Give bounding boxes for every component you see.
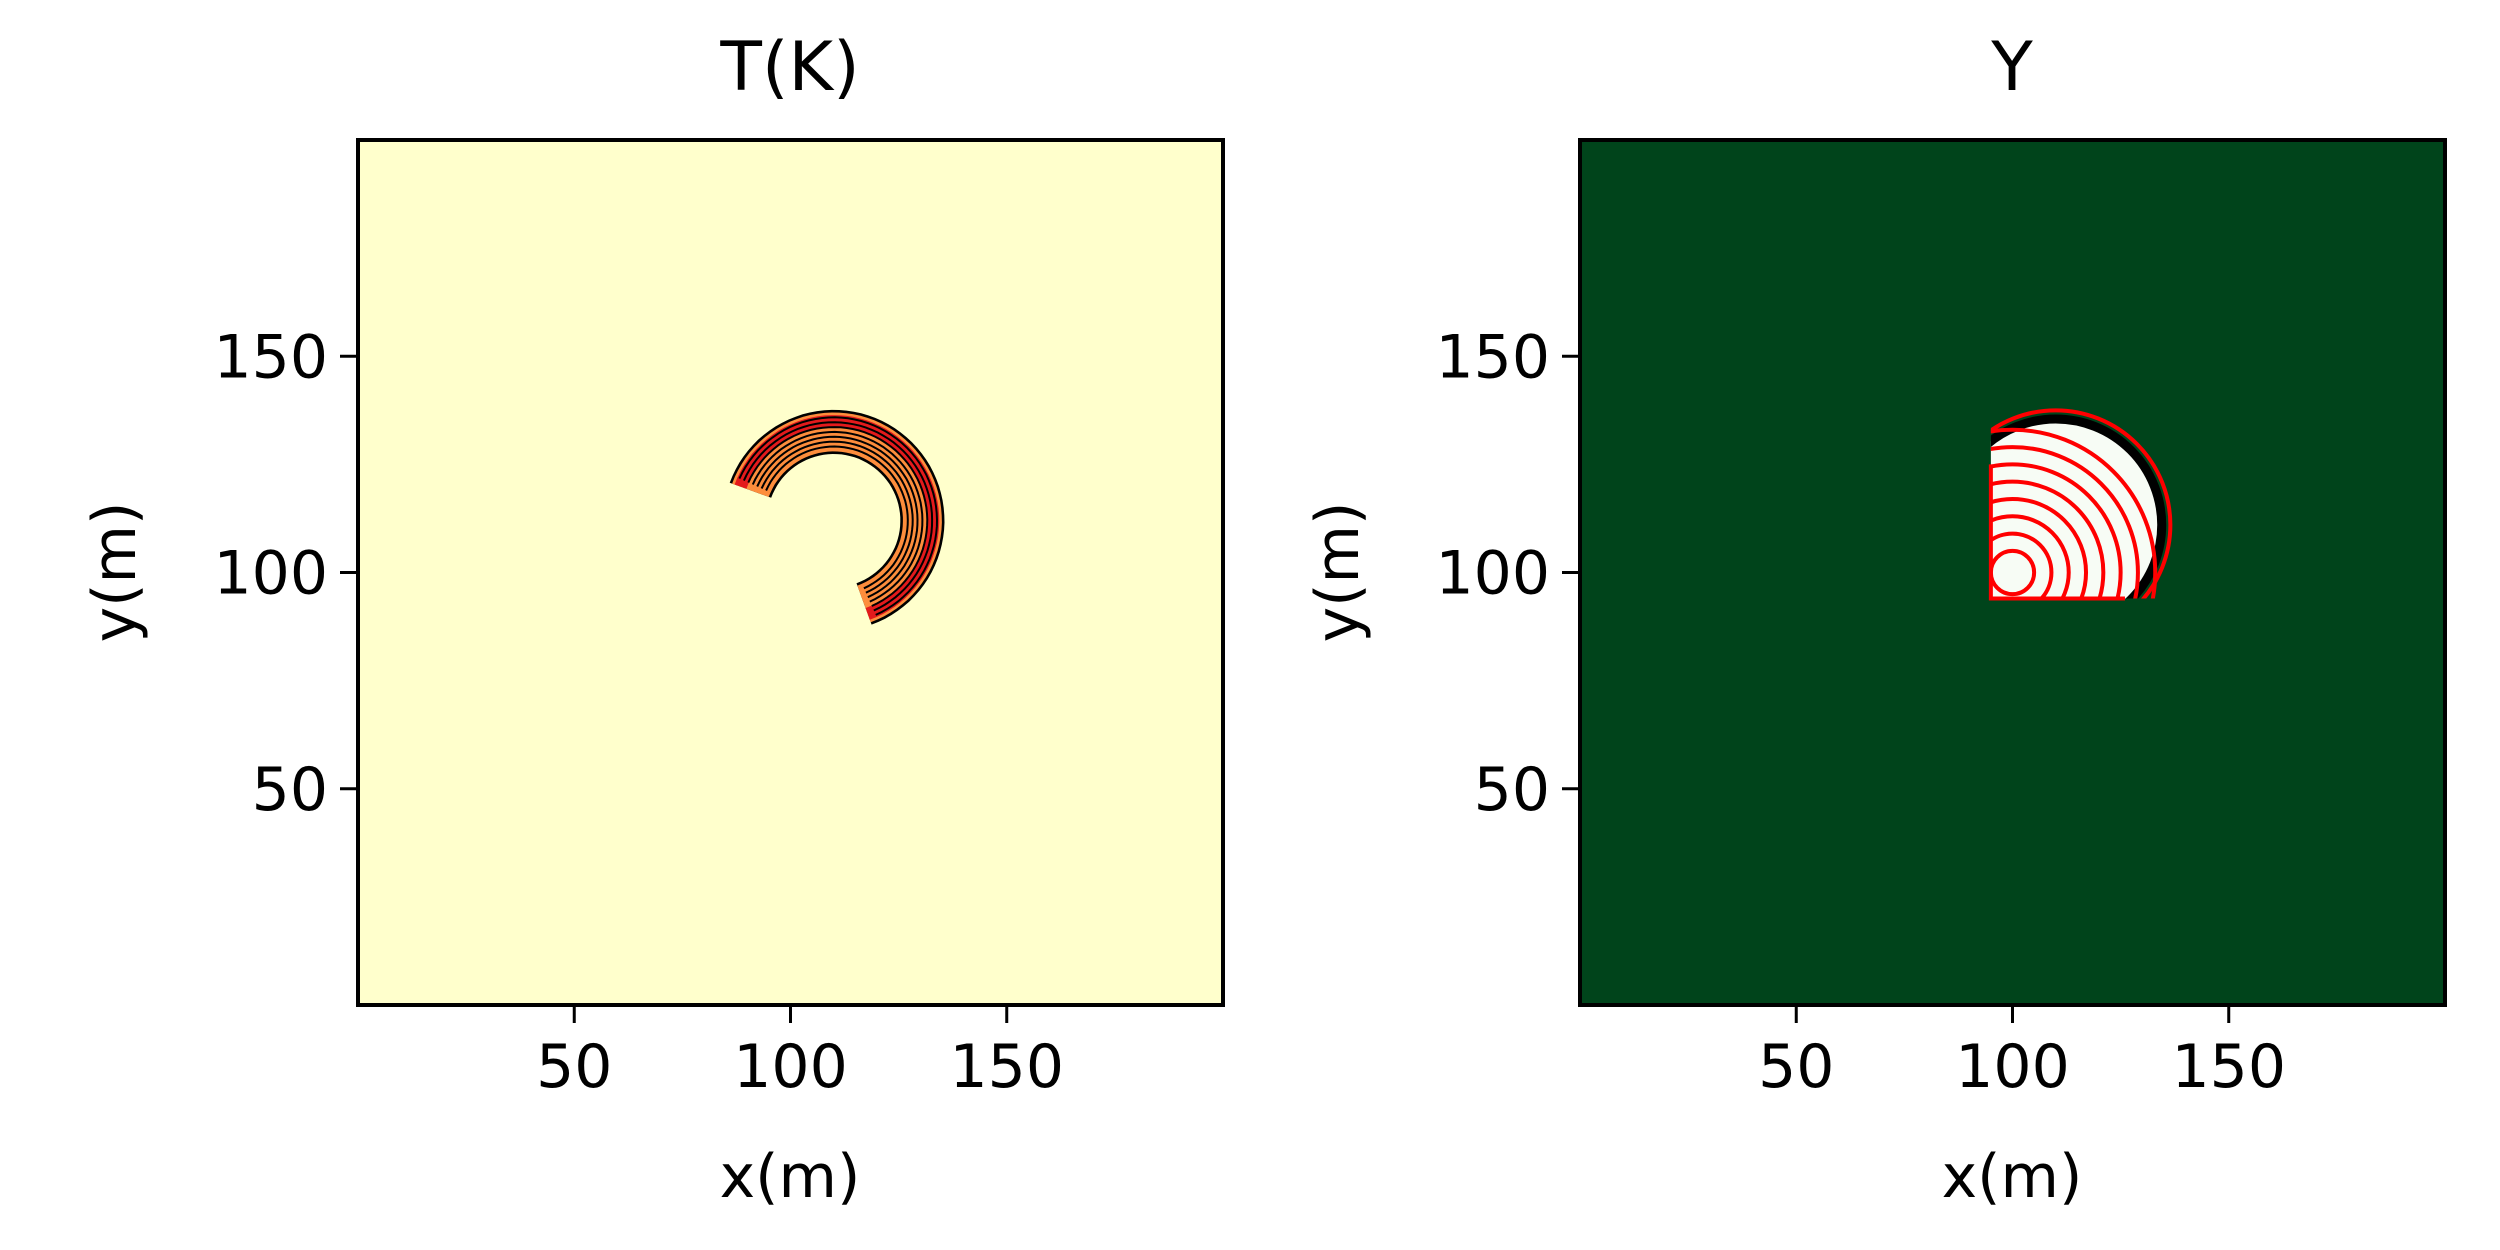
fuel-contour <box>1990 531 2054 599</box>
y-axis: 50 100 150 <box>1435 322 1580 825</box>
fuel-contour <box>1990 548 2037 597</box>
x-tick-label: 150 <box>949 1032 1064 1102</box>
fuel-front-contour <box>1990 408 2173 599</box>
temperature-contour <box>747 426 929 607</box>
y-axis: 50 100 150 <box>213 322 358 825</box>
x-tick-label: 100 <box>1955 1032 2070 1102</box>
y-tick-label: 50 <box>252 755 328 825</box>
x-tick-label: 50 <box>536 1032 612 1102</box>
fuel-boundary-contour <box>1988 464 2125 601</box>
temperature-contour <box>765 445 909 590</box>
fuel-contour <box>1990 445 2140 599</box>
temperature-contour <box>742 421 934 612</box>
y-tick-label: 100 <box>1435 539 1550 609</box>
burned-region <box>1990 408 2173 599</box>
x-tick-label: 150 <box>2171 1032 2286 1102</box>
y-tick-label: 100 <box>213 539 328 609</box>
fuel-contour <box>1990 462 2123 599</box>
temperature-contour <box>751 430 924 603</box>
field-layer <box>1988 408 2173 601</box>
x-axis-label: x(m) <box>1942 1142 2083 1212</box>
y-axis-label: y(m) <box>1303 502 1373 643</box>
x-tick-label: 100 <box>733 1032 848 1102</box>
x-axis: 50 100 150 <box>536 1005 1064 1102</box>
panel-temperature: T(K) 50 100 150 50 100 150 x(m) y(m) <box>80 28 1225 1212</box>
x-tick-label: 50 <box>1758 1032 1834 1102</box>
y-tick-label: 150 <box>213 322 328 392</box>
fuel-contour <box>1990 427 2158 599</box>
fuel-contour <box>1990 479 2106 599</box>
chart-title: T(K) <box>719 28 859 107</box>
x-axis-label: x(m) <box>720 1142 861 1212</box>
plot-background <box>358 140 1223 1005</box>
x-axis: 50 100 150 <box>1758 1005 2286 1102</box>
chart-title: Y <box>1990 28 2033 107</box>
y-tick-label: 50 <box>1474 755 1550 825</box>
temperature-contour <box>756 435 919 599</box>
y-tick-label: 150 <box>1435 322 1550 392</box>
temperature-contour <box>738 416 939 616</box>
panel-fuel: Y 50 100 150 50 100 150 x(m) y(m) <box>1303 28 2447 1212</box>
y-axis-label: y(m) <box>80 502 150 643</box>
field-layer <box>729 409 945 625</box>
fuel-contour <box>1990 496 2089 599</box>
temperature-contour <box>760 440 914 594</box>
fuel-contour <box>1990 514 2071 599</box>
